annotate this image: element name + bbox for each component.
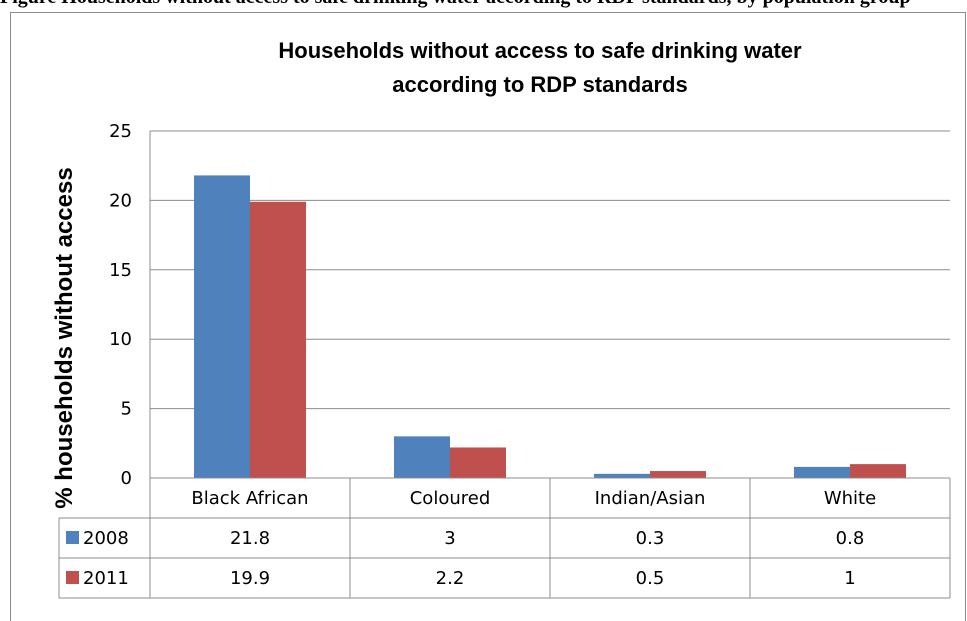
- data-table: Black African Coloured Indian/Asian White 20…: [58, 478, 951, 599]
- x-tick-label: White: [824, 488, 876, 509]
- bar-2011-2: [650, 471, 706, 478]
- data-label: 3: [444, 528, 455, 549]
- data-label: 2.2: [436, 568, 465, 589]
- y-tick-label: 15: [109, 260, 132, 281]
- y-tick-label: 0: [121, 468, 132, 489]
- data-label: 1: [844, 568, 855, 589]
- chart-frame: [10, 12, 966, 621]
- data-label: 0.5: [636, 568, 665, 589]
- data-label: 0.3: [636, 528, 665, 549]
- x-tick-label: Coloured: [410, 488, 491, 509]
- bar-2008-2: [594, 473, 650, 478]
- bar-2008-3: [794, 466, 850, 478]
- bar-2011-0: [250, 201, 306, 478]
- data-label: 19.9: [230, 568, 270, 589]
- y-tick-label: 5: [121, 399, 132, 420]
- x-tick-label: Black African: [191, 488, 308, 509]
- data-label: 21.8: [230, 528, 270, 549]
- legend-swatch-2011: [66, 571, 79, 584]
- y-axis-label: % households without access: [51, 167, 78, 508]
- axes: 0 5 10 15 20 25: [109, 121, 950, 489]
- figure-caption-text: Figure Households without access to safe…: [0, 0, 911, 9]
- bar-2008-0: [194, 175, 250, 478]
- bar-2008-1: [394, 436, 450, 478]
- legend-swatch-2008: [66, 531, 79, 544]
- legend-label-2011: 2011: [83, 568, 129, 589]
- bar-2011-3: [850, 464, 906, 478]
- y-tick-label: 10: [109, 329, 132, 350]
- y-tick-label: 25: [109, 121, 132, 142]
- legend-label-2008: 2008: [83, 528, 129, 549]
- figure-caption: Figure Households without access to safe…: [0, 0, 967, 12]
- data-label: 0.8: [836, 528, 865, 549]
- x-tick-label: Indian/Asian: [595, 488, 706, 509]
- chart-title-line-2: according to RDP standards: [392, 72, 688, 97]
- bars: [194, 175, 906, 478]
- chart-title-line-1: Households without access to safe drinki…: [278, 38, 802, 63]
- y-tick-label: 20: [109, 190, 132, 211]
- bar-2011-1: [450, 447, 506, 478]
